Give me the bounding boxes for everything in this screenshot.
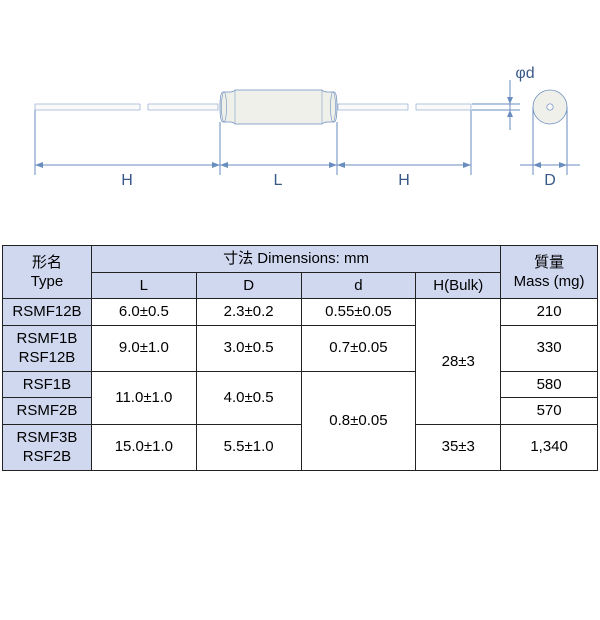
table-row: RSMF3B RSF2B 15.0±1.0 5.5±1.0 35±3 1,340 (3, 424, 598, 470)
label-D: D (544, 172, 556, 189)
cell-mass: 580 (501, 371, 598, 398)
cell-L: 15.0±1.0 (91, 424, 196, 470)
dimension-diagram: H L H φd D (0, 20, 600, 210)
table-row: RSF1B 11.0±1.0 4.0±0.5 0.8±0.05 580 (3, 371, 598, 398)
cell-D: 5.5±1.0 (196, 424, 301, 470)
cell-L: 6.0±0.5 (91, 299, 196, 326)
cell-L: 9.0±1.0 (91, 325, 196, 371)
label-H-right: H (398, 172, 410, 189)
th-H: H(Bulk) (416, 272, 501, 299)
th-d: d (301, 272, 416, 299)
table-row: RSMF12B 6.0±0.5 2.3±0.2 0.55±0.05 28±3 2… (3, 299, 598, 326)
label-H-left: H (121, 172, 133, 189)
cell-type: RSMF3B RSF2B (3, 424, 92, 470)
cell-type: RSMF1B RSF12B (3, 325, 92, 371)
cell-D: 4.0±0.5 (196, 371, 301, 424)
th-D: D (196, 272, 301, 299)
label-phid: φd (515, 65, 534, 82)
cell-L: 11.0±1.0 (91, 371, 196, 424)
table-header-row-1: 形名 Type 寸法 Dimensions: mm 質量 Mass (mg) (3, 246, 598, 273)
cell-type: RSMF12B (3, 299, 92, 326)
th-L: L (91, 272, 196, 299)
th-type: 形名 Type (3, 246, 92, 299)
th-mass: 質量 Mass (mg) (501, 246, 598, 299)
cell-mass: 570 (501, 398, 598, 425)
cell-type: RSF1B (3, 371, 92, 398)
cell-d: 0.7±0.05 (301, 325, 416, 371)
cell-d: 0.8±0.05 (301, 371, 416, 470)
th-dims: 寸法 Dimensions: mm (91, 246, 500, 273)
cell-mass: 330 (501, 325, 598, 371)
cell-mass: 1,340 (501, 424, 598, 470)
label-L: L (274, 172, 283, 189)
cell-H: 28±3 (416, 299, 501, 425)
table-row: RSMF1B RSF12B 9.0±1.0 3.0±0.5 0.7±0.05 3… (3, 325, 598, 371)
cell-D: 3.0±0.5 (196, 325, 301, 371)
cell-type: RSMF2B (3, 398, 92, 425)
cell-d: 0.55±0.05 (301, 299, 416, 326)
cell-mass: 210 (501, 299, 598, 326)
cell-D: 2.3±0.2 (196, 299, 301, 326)
cell-H: 35±3 (416, 424, 501, 470)
dimensions-table: 形名 Type 寸法 Dimensions: mm 質量 Mass (mg) L… (2, 245, 598, 471)
